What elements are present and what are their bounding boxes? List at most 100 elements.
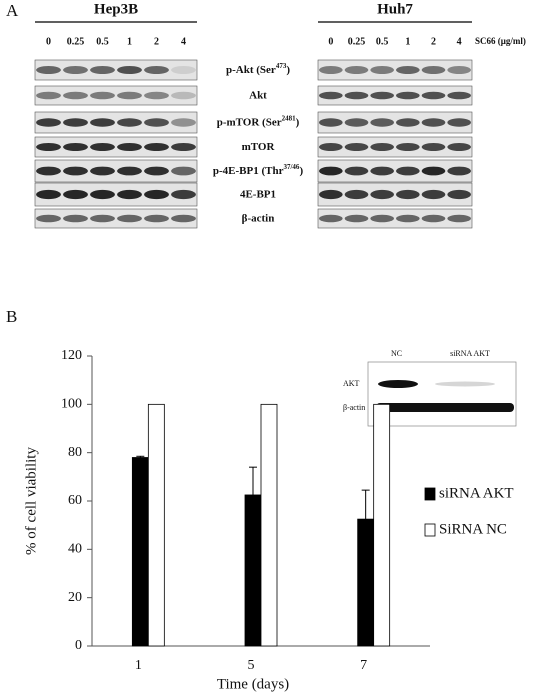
panel-letter: A — [6, 1, 19, 20]
row-label: Akt — [249, 89, 267, 101]
bar-chart: 0 20 40 60 80 100 120 1 5 7 Time (days) % of cell v… — [23, 348, 513, 692]
inset-lane: NC — [391, 349, 402, 358]
band — [370, 166, 394, 176]
band — [370, 118, 394, 127]
blot-strip — [34, 136, 198, 158]
band — [90, 66, 115, 74]
band — [421, 189, 446, 200]
band — [421, 118, 446, 127]
band — [421, 143, 446, 151]
band — [447, 166, 471, 176]
legend-swatch — [424, 487, 436, 501]
lane-label: 4 — [457, 36, 462, 47]
row-label: p-4E-BP1 (Thr37/46) — [213, 163, 304, 177]
band — [171, 118, 196, 127]
band — [319, 118, 343, 127]
band — [447, 91, 471, 100]
band — [117, 143, 142, 151]
band — [36, 91, 61, 100]
band — [144, 91, 169, 100]
legend-swatch — [424, 523, 436, 537]
blot-strip — [34, 85, 198, 106]
blot-strip — [317, 159, 473, 183]
inset-lane: siRNA AKT — [450, 349, 490, 358]
band — [36, 143, 61, 151]
band — [447, 143, 471, 151]
band — [370, 66, 394, 74]
band — [396, 166, 420, 176]
band — [117, 118, 142, 127]
band — [36, 118, 61, 127]
y-tick-label: 100 — [61, 397, 82, 412]
band — [144, 143, 169, 151]
lane-label: 2 — [154, 36, 159, 47]
lane-label: 1 — [127, 36, 132, 47]
band — [117, 91, 142, 100]
lane-label: 4 — [181, 36, 186, 47]
y-axis-label: % of cell viability — [23, 447, 39, 555]
bar — [357, 518, 375, 647]
y-tick-label: 20 — [68, 590, 82, 605]
band — [370, 143, 394, 151]
band — [396, 91, 420, 100]
band — [90, 214, 115, 223]
band — [421, 66, 446, 74]
row-label: p-Akt (Ser473) — [226, 62, 290, 76]
treatment-label: SC66 (μg/ml) — [475, 36, 526, 46]
lane-label: 2 — [431, 36, 436, 47]
band — [90, 166, 115, 176]
band — [117, 189, 142, 200]
legend-label: SiRNA NC — [439, 521, 507, 537]
blot-strip — [317, 85, 473, 106]
band — [171, 189, 196, 200]
band — [319, 66, 343, 74]
band — [421, 166, 446, 176]
band — [144, 214, 169, 223]
band — [63, 91, 88, 100]
band — [117, 214, 142, 223]
band — [117, 66, 142, 74]
band — [344, 91, 369, 100]
band — [36, 189, 61, 200]
band — [319, 166, 343, 176]
lane-label: 0.25 — [348, 36, 366, 47]
inset-row: β-actin — [343, 403, 365, 412]
lane-label: 0 — [46, 36, 51, 47]
band — [370, 214, 394, 223]
band — [421, 214, 446, 223]
band — [90, 143, 115, 151]
lane-label: 0.25 — [67, 36, 85, 47]
band — [319, 214, 343, 223]
band — [396, 143, 420, 151]
inset-blot: NC siRNA AKT AKT β-actin — [343, 349, 517, 427]
band — [144, 118, 169, 127]
band — [117, 166, 142, 176]
band — [396, 189, 420, 200]
band — [447, 214, 471, 223]
x-tick-label: 1 — [135, 658, 142, 673]
band — [171, 66, 196, 74]
band — [344, 66, 369, 74]
bar — [373, 403, 391, 647]
band — [447, 189, 471, 200]
band — [171, 214, 196, 223]
band — [63, 189, 88, 200]
band — [63, 166, 88, 176]
legend-label: siRNA AKT — [439, 485, 514, 501]
bar — [131, 457, 149, 647]
blot-strip — [317, 208, 473, 229]
band — [144, 166, 169, 176]
panel-letter: B — [6, 307, 17, 326]
bar — [147, 403, 165, 647]
band — [376, 403, 514, 412]
band — [171, 143, 196, 151]
x-axis-label: Time (days) — [217, 676, 289, 692]
band — [344, 143, 369, 151]
x-tick-label: 5 — [248, 658, 255, 673]
blot-title: Huh7 — [377, 1, 413, 17]
lane-label: 0.5 — [376, 36, 389, 47]
y-tick-label: 60 — [68, 493, 82, 508]
band — [344, 166, 369, 176]
western-blots: Hep3B 0 0.25 0.5 1 2 4 Huh7 0 0.25 0.5 1 2 4 SC66 (μg/… — [34, 1, 526, 229]
